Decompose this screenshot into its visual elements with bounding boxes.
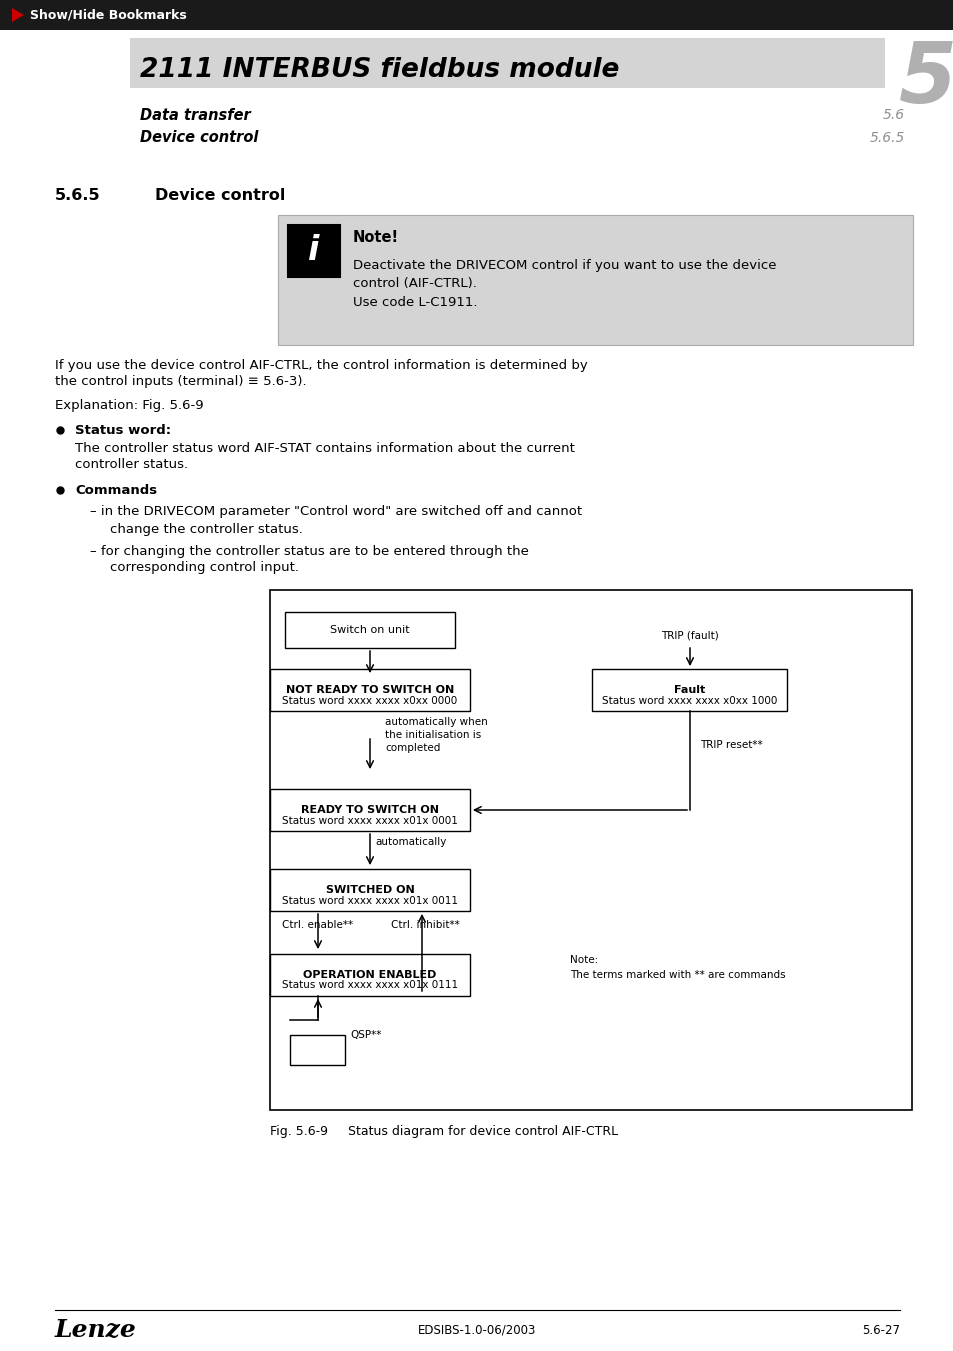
Text: Status word xxxx xxxx x01x 0111: Status word xxxx xxxx x01x 0111 (282, 981, 457, 990)
Text: completed: completed (385, 743, 440, 753)
Bar (270, 869, 470, 911)
Bar (270, 954, 470, 996)
Bar (130, 38, 884, 88)
Text: Commands: Commands (75, 484, 157, 497)
Bar (270, 590, 911, 1111)
Text: Ctrl. enable**: Ctrl. enable** (282, 920, 354, 929)
Text: control (AIF-CTRL).: control (AIF-CTRL). (353, 277, 476, 289)
Text: TRIP reset**: TRIP reset** (700, 740, 761, 750)
Text: If you use the device control AIF-CTRL, the control information is determined by: If you use the device control AIF-CTRL, … (55, 358, 587, 372)
Bar (270, 669, 470, 711)
Text: Note!: Note! (353, 230, 398, 245)
Bar (285, 612, 455, 648)
Bar (270, 789, 470, 831)
Text: EDSIBS-1.0-06/2003: EDSIBS-1.0-06/2003 (417, 1324, 536, 1336)
Text: TRIP (fault): TRIP (fault) (660, 630, 719, 640)
Text: 5.6.5: 5.6.5 (55, 188, 100, 203)
Text: Show/Hide Bookmarks: Show/Hide Bookmarks (30, 8, 187, 22)
Text: 5.6.5: 5.6.5 (869, 131, 904, 145)
Bar (0, 0, 953, 30)
Bar (277, 215, 912, 345)
Text: Device control: Device control (154, 188, 285, 203)
Text: Fault: Fault (674, 685, 705, 694)
Text: OPERATION ENABLED: OPERATION ENABLED (303, 970, 436, 979)
Text: – for changing the controller status are to be entered through the: – for changing the controller status are… (90, 544, 528, 558)
Text: i: i (308, 235, 319, 267)
Text: automatically when: automatically when (385, 717, 487, 727)
Text: change the controller status.: change the controller status. (110, 523, 302, 535)
Text: 5.6: 5.6 (882, 108, 904, 122)
Text: corresponding control input.: corresponding control input. (110, 562, 298, 574)
Text: Note:: Note: (569, 955, 598, 965)
Text: Status word:: Status word: (75, 423, 171, 436)
Text: – in the DRIVECOM parameter "Control word" are switched off and cannot: – in the DRIVECOM parameter "Control wor… (90, 505, 581, 519)
Text: The terms marked with ** are commands: The terms marked with ** are commands (569, 970, 785, 979)
Polygon shape (12, 8, 24, 22)
Text: Lenze: Lenze (55, 1319, 136, 1342)
Text: Status word xxxx xxxx x01x 0001: Status word xxxx xxxx x01x 0001 (282, 816, 457, 825)
Text: NOT READY TO SWITCH ON: NOT READY TO SWITCH ON (286, 685, 454, 694)
Text: The controller status word AIF-STAT contains information about the current: The controller status word AIF-STAT cont… (75, 442, 575, 454)
Text: Switch on unit: Switch on unit (330, 626, 410, 635)
Text: Status word xxxx xxxx x01x 0011: Status word xxxx xxxx x01x 0011 (282, 896, 457, 905)
Text: Fig. 5.6-9     Status diagram for device control AIF-CTRL: Fig. 5.6-9 Status diagram for device con… (270, 1125, 618, 1139)
Text: the control inputs (terminal) ≡ 5.6-3).: the control inputs (terminal) ≡ 5.6-3). (55, 376, 306, 389)
Text: 5.6-27: 5.6-27 (862, 1324, 899, 1336)
Text: Status word xxxx xxxx x0xx 1000: Status word xxxx xxxx x0xx 1000 (601, 696, 777, 705)
Text: Explanation: Fig. 5.6-9: Explanation: Fig. 5.6-9 (55, 400, 203, 412)
Bar (291, 1035, 345, 1065)
Text: QSP**: QSP** (350, 1029, 381, 1040)
Text: Ctrl. inhibit**: Ctrl. inhibit** (390, 920, 459, 929)
Text: automatically: automatically (375, 838, 446, 847)
Text: READY TO SWITCH ON: READY TO SWITCH ON (301, 805, 438, 815)
Text: controller status.: controller status. (75, 458, 188, 471)
Bar (592, 669, 786, 711)
Text: Device control: Device control (140, 131, 258, 146)
Text: 5: 5 (898, 39, 953, 120)
Text: SWITCHED ON: SWITCHED ON (325, 885, 414, 894)
Text: Deactivate the DRIVECOM control if you want to use the device: Deactivate the DRIVECOM control if you w… (353, 258, 776, 272)
Text: Data transfer: Data transfer (140, 108, 251, 123)
Text: Use code L-C1911.: Use code L-C1911. (353, 296, 477, 309)
Text: 2111 INTERBUS fieldbus module: 2111 INTERBUS fieldbus module (140, 57, 618, 82)
Bar (288, 226, 339, 277)
Text: the initialisation is: the initialisation is (385, 730, 480, 740)
Text: Status word xxxx xxxx x0xx 0000: Status word xxxx xxxx x0xx 0000 (282, 696, 457, 705)
